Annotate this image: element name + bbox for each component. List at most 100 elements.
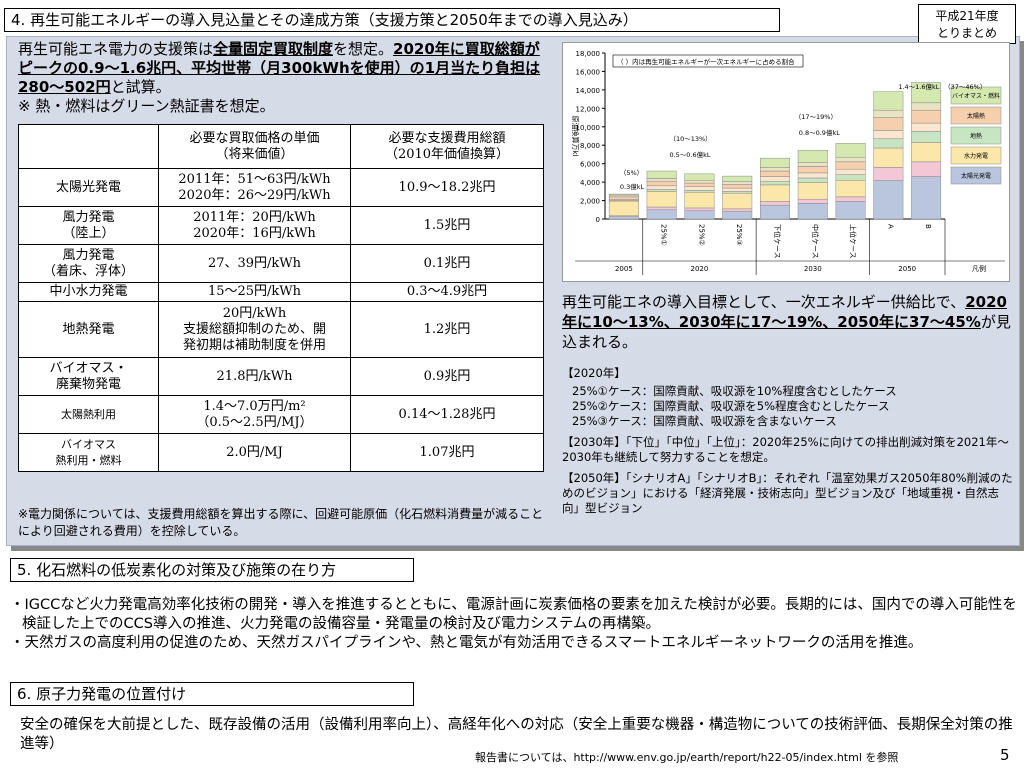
bar-segment: [684, 180, 715, 184]
bar-segment: [911, 82, 942, 104]
chart-annotation: （10～13%）: [669, 135, 711, 143]
y-tick-label: 14,000: [576, 87, 601, 95]
bar-segment: [873, 167, 904, 181]
note-case2: 25%②ケース：国際貢献、吸収源を5%程度含むとしたケース: [572, 399, 890, 413]
bar-segment: [873, 180, 904, 220]
bar-segment: [646, 209, 677, 220]
bar-segment: [835, 174, 866, 181]
legend-swatch: [950, 126, 1002, 145]
row-price: 20円/kWh 支援総額抑制のため、開 発初期は補助制度を併用: [158, 301, 351, 358]
bar-segment: [911, 142, 942, 163]
bar-segment: [722, 211, 753, 220]
bar-segment: [835, 180, 866, 198]
row-price: 2011年：20円/kWh 2020年：16円/kWh: [158, 206, 351, 245]
row-price: 21.8円/kWh: [158, 357, 351, 396]
section5-title: 5. 化石燃料の低炭素化の対策及び施策の在り方: [10, 558, 414, 582]
bar-segment: [911, 109, 942, 124]
bar-segment: [835, 168, 866, 175]
x-tick-label: B: [924, 224, 932, 229]
chart-annotation: 0.5～0.6億kL: [669, 150, 710, 159]
bar-segment: [760, 184, 790, 202]
y-tick-label: 0: [596, 216, 600, 224]
table-row: 風力発電 （陸上） 2011年：20円/kWh 2020年：16円/kWh 1.…: [18, 206, 544, 245]
bar-segment: [722, 191, 753, 194]
table-row: 風力発電 （着床、浮体） 27、39円/kWh 0.1兆円: [18, 244, 544, 283]
bar-segment: [684, 192, 715, 209]
bar-segment: [646, 206, 677, 211]
bar-segment: [760, 201, 790, 206]
group-label: 2030: [804, 265, 822, 273]
bar-segment: [722, 192, 753, 210]
bar-segment: [911, 122, 942, 132]
row-price: 2011年：51～63円/kWh 2020年：26～29円/kWh: [158, 168, 351, 207]
row-total: 0.1兆円: [350, 244, 544, 283]
note-case3: 25%③ケース：国際貢献、吸収源を含まないケース: [572, 414, 837, 428]
legend-swatch: [950, 166, 1002, 185]
bar-segment: [797, 177, 828, 183]
intro-note: ※ 熱・燃料はグリーン熱証書を想定。: [18, 97, 275, 115]
legend-note-box: [612, 54, 804, 68]
year-badge-line1: 平成21年度: [935, 9, 999, 23]
bar-segment: [684, 173, 715, 181]
page-number: 5: [1000, 746, 1010, 764]
row-total: 1.07兆円: [350, 433, 544, 472]
section5-bullet1: ・IGCCなど火力発電高効率化技術の開発・導入を推進するとともに、電源計画に炭素…: [10, 597, 1017, 632]
section4-title: 4. 再生可能エネルギーの導入見込量とその達成方策（支援方策と2050年までの導…: [4, 8, 780, 32]
intro-bold2: 2020年に買取総額がピークの0.9～1.6兆円、平均世帯（月300kWhを使用…: [18, 40, 541, 96]
y-tick-label: 16,000: [576, 68, 601, 76]
chart-annotation: （37～46%）: [944, 83, 986, 91]
note-2050: 【2050年】「シナリオA」「シナリオB」：それぞれ「温室効果ガス2050年80…: [562, 471, 1013, 515]
support-cost-table: 必要な買取価格の単価 （将来価値） 必要な支援費用総額 （2010年価値換算） …: [18, 124, 544, 472]
bar-segment: [722, 175, 753, 182]
x-tick-label: A: [886, 224, 894, 229]
bar-segment: [760, 180, 790, 186]
bar-segment: [646, 189, 677, 192]
x-tick-label: 25%③: [735, 224, 743, 246]
row-total: 0.9兆円: [350, 357, 544, 396]
y-tick-label: 10,000: [576, 124, 601, 132]
legend-label: 太陽熱: [967, 112, 985, 120]
intro-part1: 再生可能エネ電力の支援策は: [18, 40, 214, 58]
y-tick-label: 8,000: [580, 142, 600, 150]
row-category: 太陽熱利用: [18, 395, 159, 434]
row-category: 風力発電 （着床、浮体）: [18, 244, 159, 283]
report-reference: 報告書については、http://www.env.go.jp/earth/repo…: [475, 751, 899, 764]
y-tick-label: 6,000: [580, 161, 600, 169]
chart-annotation: 0.3億kL: [620, 182, 645, 191]
row-price: 15～25円/kWh: [158, 282, 351, 302]
table-row: バイオマス 熱利用・燃料 2.0円/MJ 1.07兆円: [18, 433, 544, 472]
row-price: 1.4～7.0万円/m² （0.5～2.5円/MJ）: [158, 395, 351, 434]
group-label: 2020: [691, 265, 709, 273]
bar-segment: [873, 117, 904, 131]
table-row: 中小水力発電 15～25円/kWh 0.3～4.9兆円: [18, 282, 544, 302]
bar-segment: [684, 182, 715, 187]
x-tick-label: 25%①: [660, 224, 668, 246]
intro-part3: と試算。: [110, 78, 171, 96]
x-tick-label: 25%②: [697, 224, 705, 246]
table-footnote: ※電力関係については、支援費用総額を算出する際に、回避可能原価（化石燃料消費量が…: [18, 507, 544, 538]
legend-swatch: [950, 106, 1002, 125]
bar-segment: [873, 91, 904, 111]
bar-segment: [797, 172, 828, 179]
intro-text: 再生可能エネ電力の支援策は全量固定買取制度を想定。2020年に買取総額がピークの…: [18, 40, 548, 116]
y-tick-label: 2,000: [580, 198, 600, 206]
bar-segment: [797, 198, 828, 204]
bar-segment: [873, 109, 904, 118]
bar-segment: [646, 185, 677, 190]
row-total: 0.3～4.9兆円: [350, 282, 544, 302]
bar-segment: [608, 196, 639, 200]
legend-label: 水力発電: [964, 152, 988, 160]
bar-segment: [873, 147, 904, 168]
legend-note: （ ）内は再生可能エネルギーが一次エネルギーに占める割合: [617, 57, 795, 66]
bar-segment: [911, 176, 942, 220]
row-category: バイオマス・ 廃棄物発電: [18, 357, 159, 396]
bar-segment: [684, 207, 715, 211]
bar-segment: [722, 181, 753, 185]
x-tick-label: 上位ケース: [849, 224, 858, 259]
bar-segment: [797, 162, 828, 167]
bar-segment: [797, 150, 828, 163]
legend-label: バイオマス・燃料: [952, 92, 1000, 100]
y-tick-label: 12,000: [576, 105, 601, 113]
bar-segment: [608, 194, 639, 198]
bar-segment: [684, 210, 715, 220]
